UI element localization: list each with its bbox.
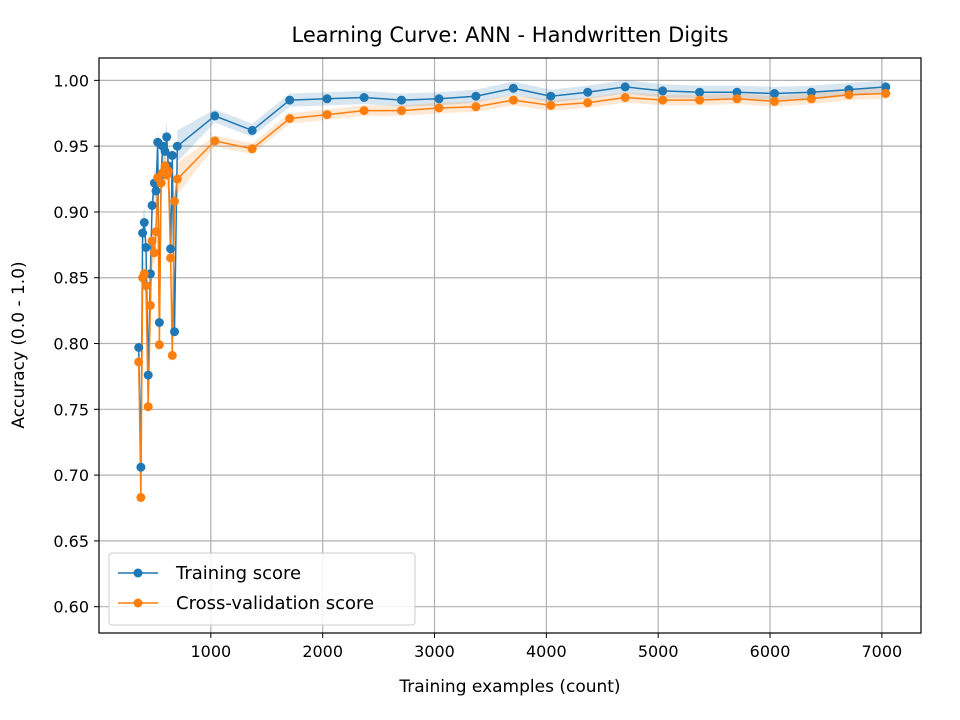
- y-tick-label: 0.65: [53, 532, 89, 551]
- data-point-cv: [732, 94, 742, 104]
- data-point-training: [166, 244, 176, 254]
- y-tick-label: 0.60: [53, 598, 89, 617]
- x-tick-label: 4000: [526, 642, 567, 661]
- series-points: [134, 82, 891, 502]
- legend-label-cv: Cross-validation score: [176, 593, 374, 614]
- data-point-training: [546, 91, 556, 101]
- data-point-cv: [471, 102, 481, 112]
- data-point-cv: [546, 100, 556, 110]
- data-point-cv: [285, 114, 295, 123]
- data-point-cv: [770, 96, 779, 106]
- data-point-training: [397, 95, 406, 105]
- data-point-cv: [149, 248, 159, 258]
- data-point-training: [134, 343, 144, 352]
- data-point-training: [170, 327, 179, 337]
- y-tick-label: 0.80: [53, 335, 89, 354]
- data-point-training: [167, 150, 177, 160]
- data-point-training: [143, 370, 153, 380]
- data-point-cv: [210, 136, 220, 146]
- y-tick-label: 0.75: [53, 400, 89, 419]
- data-point-training: [732, 87, 742, 97]
- y-axis-label: Accuracy (0.0 - 1.0): [9, 261, 29, 428]
- data-point-training: [359, 93, 369, 102]
- data-point-cv: [170, 196, 179, 206]
- x-tick-label: 2000: [302, 642, 343, 661]
- x-axis-label: Training examples (count): [398, 677, 620, 697]
- data-point-training: [210, 111, 220, 121]
- data-point-training: [162, 132, 172, 142]
- data-point-cv: [141, 281, 151, 291]
- data-point-cv: [806, 94, 816, 104]
- y-tick-label: 0.85: [53, 269, 89, 288]
- data-point-training: [151, 186, 161, 196]
- data-point-cv: [139, 269, 149, 279]
- data-point-cv: [359, 106, 369, 116]
- data-point-cv: [508, 95, 518, 105]
- data-point-cv: [881, 89, 891, 98]
- data-point-training: [160, 146, 170, 156]
- data-point-cv: [844, 90, 854, 100]
- data-point-cv: [658, 95, 668, 105]
- data-point-training: [770, 89, 779, 98]
- data-point-training: [508, 83, 518, 93]
- data-point-cv: [143, 402, 153, 412]
- data-point-training: [658, 86, 668, 96]
- data-point-cv: [134, 357, 144, 367]
- data-point-training: [434, 94, 444, 104]
- legend-box: [108, 552, 416, 626]
- data-point-cv: [167, 350, 177, 360]
- data-point-training: [247, 125, 257, 135]
- chart-title: Learning Curve: ANN - Handwritten Digits: [292, 23, 729, 47]
- std-bands: [138, 80, 886, 514]
- data-point-training: [322, 94, 332, 104]
- legend-marker-cv: [133, 598, 143, 608]
- data-point-training: [471, 91, 481, 101]
- legend-marker-training: [133, 568, 143, 578]
- data-point-cv: [154, 340, 164, 350]
- y-tick-label: 0.95: [53, 137, 89, 156]
- data-point-cv: [322, 110, 332, 120]
- x-tick-label: 6000: [750, 642, 791, 661]
- data-point-cv: [166, 253, 176, 263]
- data-point-cv: [151, 227, 161, 237]
- plot-frame: [98, 57, 922, 634]
- data-point-cv: [163, 166, 173, 176]
- data-point-cv: [695, 95, 705, 105]
- x-tick-label: 7000: [861, 642, 902, 661]
- data-point-cv: [247, 144, 257, 154]
- y-tick-label: 0.90: [53, 203, 89, 222]
- data-point-cv: [620, 93, 630, 102]
- data-point-training: [138, 228, 148, 238]
- data-point-cv: [172, 174, 182, 184]
- data-point-training: [139, 218, 149, 227]
- data-point-cv: [583, 98, 593, 108]
- legend-label-training: Training score: [175, 563, 301, 584]
- data-point-training: [285, 95, 295, 105]
- y-tick-label: 1.00: [53, 71, 89, 90]
- data-point-cv: [156, 178, 166, 188]
- data-point-training: [136, 462, 146, 472]
- x-tick-label: 3000: [414, 642, 455, 661]
- data-point-training: [154, 318, 164, 327]
- data-point-training: [172, 141, 182, 151]
- data-point-cv: [147, 236, 157, 246]
- data-point-training: [695, 87, 705, 97]
- axis-ticks: 1000 2000 3000 4000 5000 6000 7000 0.60 0.65 0.70…: [53, 71, 902, 661]
- data-point-cv: [145, 300, 155, 310]
- data-point-training: [620, 82, 630, 92]
- y-tick-label: 0.70: [53, 466, 89, 485]
- std-band-training: [138, 80, 886, 484]
- data-point-cv: [136, 493, 146, 502]
- data-point-cv: [397, 106, 406, 116]
- x-tick-label: 5000: [638, 642, 679, 661]
- data-point-cv: [434, 103, 444, 113]
- data-point-training: [881, 82, 891, 92]
- legend: Training score Cross-validation score: [108, 552, 416, 626]
- data-point-training: [806, 87, 816, 97]
- x-tick-label: 1000: [190, 642, 231, 661]
- data-point-training: [583, 87, 593, 97]
- data-point-training: [141, 243, 151, 252]
- data-point-training: [147, 200, 157, 210]
